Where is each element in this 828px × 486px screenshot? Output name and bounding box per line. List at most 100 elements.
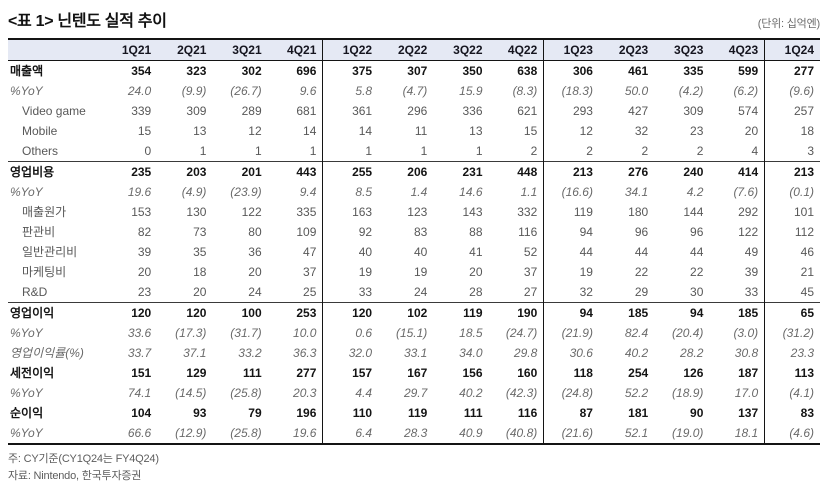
table-cell: (0.1) [789,185,814,199]
table-cell: (24.8) [561,386,593,400]
table-cell: 23 [137,285,152,299]
column-header: 1Q23 [543,39,599,61]
table-cell: 350 [462,64,483,78]
table-cell: 80 [248,225,262,239]
table-cell: 30.8 [709,343,766,363]
table-cell: 2 [586,144,593,158]
table-cell: 47 [267,242,324,262]
footnotes: 주: CY기준(CY1Q24는 FY4Q24) 자료: Nintendo, 한국… [8,451,820,485]
table-cell: 137 [709,403,766,423]
table-cell: 1 [420,144,428,158]
column-header: 1Q22 [322,39,379,61]
table-cell: 30 [690,285,704,299]
table-cell: 40.2 [624,346,649,360]
table-cell: 90 [690,406,704,420]
table-cell: 20 [137,265,152,279]
table-cell: 101 [793,205,814,219]
table-cell: 29.8 [488,343,545,363]
table-cell: 599 [709,60,766,81]
table-cell: 41 [469,245,483,259]
table-cell: 94 [543,302,599,323]
table-cell: 118 [573,366,593,380]
table-cell: 203 [157,161,213,182]
table-cell: 231 [433,161,489,182]
row-label: 매출원가 [22,205,67,219]
table-row: %YoY 33.6 (17.3) (31.7) 10.0 0.6 (15.1) 18.5 (24… [8,323,820,343]
table-cell: (17.3) [175,326,207,340]
table-cell: 79 [248,406,262,420]
table-cell: 151 [131,366,152,380]
table-cell: 144 [683,205,704,219]
table-cell: 119 [573,205,593,219]
table-cell: 0.6 [355,326,373,340]
table-cell: (19.0) [672,426,704,440]
row-label: 영업비용 [8,161,102,182]
table-cell: 33.1 [403,346,428,360]
table-cell: 361 [352,104,373,118]
table-cell: 156 [462,366,483,380]
table-cell: 335 [683,64,704,78]
table-cell: 14.6 [459,185,483,199]
table-cell: 44 [579,245,593,259]
table-row: 세전이익 151 129 111 277 157 167 156 160 118 254 126 187… [8,363,820,383]
table-cell: 187 [709,363,766,383]
table-cell: 296 [407,104,428,118]
table-cell: 448 [488,161,545,182]
table-cell: 574 [709,101,766,121]
table-cell: (18.3) [561,84,593,98]
table-cell: 443 [267,161,324,182]
table-cell: 120 [322,302,379,323]
table-cell: 24.0 [127,84,152,98]
table-cell: 20 [248,265,262,279]
table-cell: 44 [690,245,704,259]
table-row: 영업이익률(%) 33.7 37.1 33.2 36.3 32.0 33.1 34.0 29.8… [8,343,820,363]
table-cell: 12 [579,124,593,138]
table-cell: 185 [598,302,655,323]
table-cell: 102 [378,302,434,323]
table-cell: 309 [683,104,704,118]
table-cell: 37 [488,262,545,282]
row-label: %YoY [10,185,43,199]
table-body: 매출액 354 323 302 696 375 307 350 638 306 461 335 599 2… [8,60,820,444]
table-cell: 277 [793,64,814,78]
table-cell: 293 [572,104,593,118]
table-cell: 36 [248,245,262,259]
table-cell: 37.1 [183,346,207,360]
table-cell: 257 [793,104,814,118]
table-cell: 15 [137,124,152,138]
table-cell: 82.4 [624,326,649,340]
table-cell: 32 [579,285,593,299]
table-cell: (26.7) [230,84,262,98]
table-cell: (23.9) [230,185,262,199]
table-cell: 181 [628,406,649,420]
table-row: 영업이익 120 120 100 253 120 102 119 190 94 185 94 185 65 [8,302,820,323]
table-cell: 32 [634,124,649,138]
financial-table: 1Q21 2Q21 3Q21 4Q21 1Q22 2Q22 3Q22 4Q22 1Q23 2Q23… [8,38,820,445]
table-cell: 116 [488,403,545,423]
table-cell: 19 [579,265,593,279]
table-row: 순이익 104 93 79 196 110 119 111 116 87 181 90 137 83 [8,403,820,423]
column-header: 4Q21 [267,39,324,61]
table-cell: 94 [579,225,593,239]
table-cell: 82 [137,225,152,239]
table-cell: 36.3 [267,343,324,363]
table-cell: 5.8 [355,84,373,98]
table-cell: 153 [131,205,152,219]
row-label: %YoY [10,84,43,98]
table-cell: (16.6) [561,185,593,199]
table-cell: 240 [654,161,710,182]
table-cell: 88 [469,225,483,239]
row-label: Video game [22,104,86,118]
table-cell: 28.2 [680,346,704,360]
table-cell: 638 [488,60,545,81]
table-cell: 34.0 [459,346,483,360]
column-header: 2Q23 [598,39,655,61]
table-cell: 414 [709,161,766,182]
table-cell: 309 [186,104,207,118]
table-cell: 22 [634,265,649,279]
table-cell: 15 [488,121,545,141]
table-cell: 49 [709,242,766,262]
table-cell: 160 [488,363,545,383]
table-cell: 11 [414,124,428,138]
table-cell: 1 [475,144,483,158]
